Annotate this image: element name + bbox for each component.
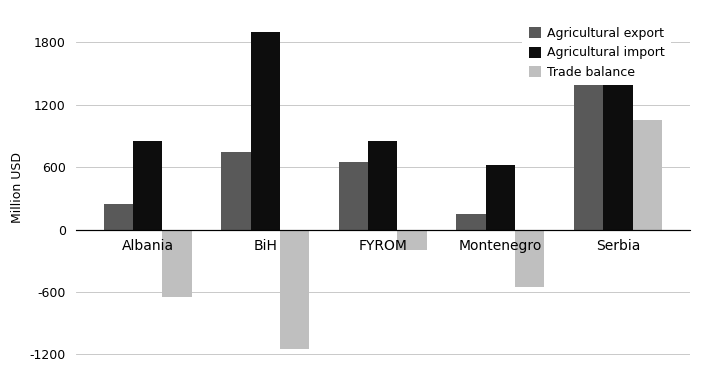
Bar xyxy=(486,165,515,230)
Bar xyxy=(163,230,192,297)
Legend: Agricultural export, Agricultural import, Trade balance: Agricultural export, Agricultural import… xyxy=(522,21,672,85)
Bar xyxy=(574,27,603,230)
Bar xyxy=(456,214,486,230)
Bar xyxy=(603,40,632,230)
Bar xyxy=(339,162,368,230)
Bar xyxy=(250,32,280,230)
Bar xyxy=(368,141,397,230)
Bar xyxy=(104,204,133,230)
Bar xyxy=(221,152,250,230)
Bar xyxy=(632,120,662,230)
Bar xyxy=(280,230,309,349)
Y-axis label: Million USD: Million USD xyxy=(11,153,24,223)
Bar xyxy=(515,230,545,287)
Bar xyxy=(133,141,163,230)
Bar xyxy=(397,230,427,250)
